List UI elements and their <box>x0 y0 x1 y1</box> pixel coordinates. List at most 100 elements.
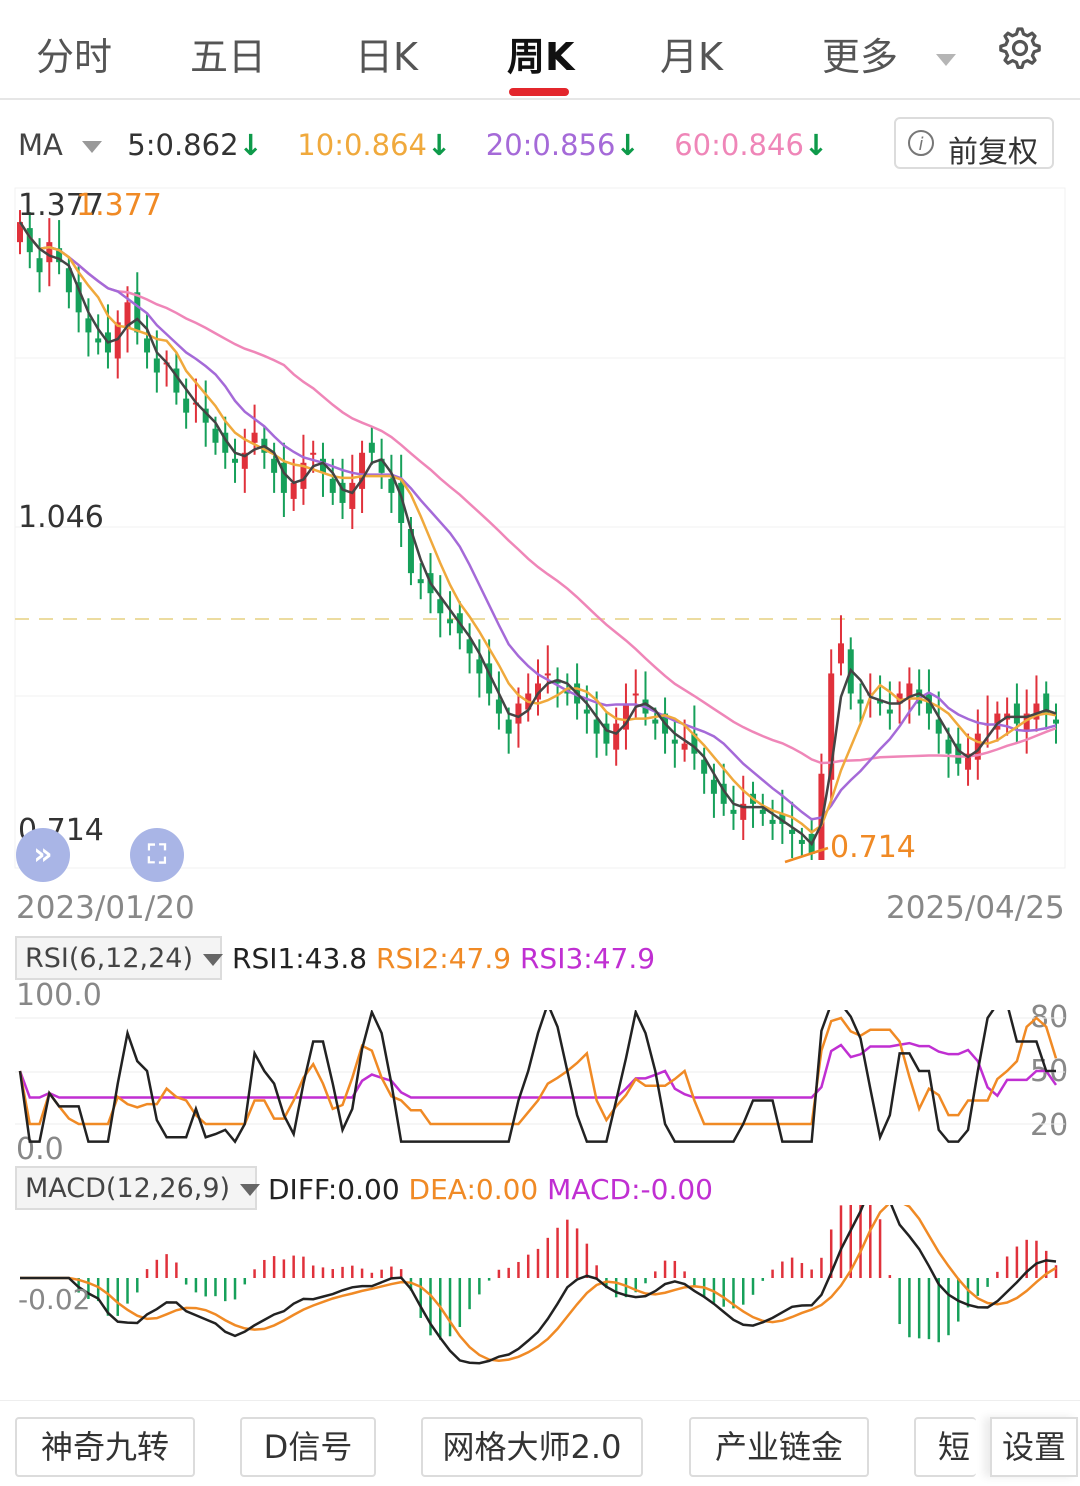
fullscreen-icon[interactable]: ⛶ <box>130 828 184 882</box>
candle-body <box>144 338 151 353</box>
tab-more[interactable]: 更多 <box>822 26 957 81</box>
candle-body <box>398 482 405 523</box>
candle-body <box>896 693 903 704</box>
candle-body <box>965 753 972 770</box>
candle-body <box>603 723 610 744</box>
rsi3-value: RSI3:47.9 <box>519 942 656 975</box>
rsi3-line <box>18 1041 1058 1099</box>
candle-body <box>916 689 923 704</box>
candle-body <box>1033 703 1040 720</box>
candle-body <box>906 683 913 700</box>
rsi-selector[interactable]: RSI(6,12,24) <box>15 936 223 980</box>
tool-short-button[interactable]: 短 <box>914 1417 976 1477</box>
info-icon: i <box>908 130 934 156</box>
candle-body <box>994 713 1001 730</box>
tab-intraday[interactable]: 分时 <box>36 35 113 79</box>
candle-body <box>1043 693 1050 714</box>
rsi-chart[interactable] <box>0 1010 1080 1160</box>
price-high-marker: 1.377 <box>76 188 162 223</box>
tool-settings-button[interactable]: 设置 <box>990 1417 1078 1477</box>
ma10-down-arrow-icon: ↓ <box>427 128 452 162</box>
macd-hist-value: MACD:-0.00 <box>547 1173 713 1206</box>
tab-daily-k[interactable]: 日K <box>355 35 418 79</box>
gear-icon[interactable] <box>994 24 1042 72</box>
candle-body <box>114 322 121 359</box>
tab-monthly-k[interactable]: 月K <box>660 35 723 79</box>
candle-body <box>271 458 278 473</box>
tab-weekly-k[interactable]: 周K <box>507 35 575 79</box>
tool-magic-nine-button[interactable]: 神奇九转 <box>15 1417 195 1477</box>
chevron-down-icon <box>936 53 957 66</box>
candle-body <box>437 599 444 614</box>
candle-body <box>466 639 473 654</box>
bottom-toolbar <box>0 1400 1080 1486</box>
candle-body <box>535 683 541 700</box>
price-adjust-button[interactable]: i 前复权 <box>894 117 1054 170</box>
macd-diff-line <box>20 1205 1057 1365</box>
candle-body <box>613 723 620 750</box>
tool-d-signal-button[interactable]: D信号 <box>240 1417 376 1477</box>
candle-body <box>183 398 190 413</box>
candle-body <box>955 743 962 764</box>
candle-body <box>730 809 737 814</box>
rsi2-line <box>18 1016 1058 1126</box>
candle-body <box>740 803 747 820</box>
candle-body <box>26 228 33 253</box>
macd-selector[interactable]: MACD(12,26,9) <box>15 1166 261 1210</box>
candle-body <box>85 318 92 333</box>
macd-dea-line <box>20 1205 1057 1363</box>
ma60-line <box>18 221 1057 765</box>
rsi1-value: RSI1:43.8 <box>232 942 368 975</box>
ma-label[interactable]: MA <box>18 128 63 162</box>
candle-body <box>798 839 805 844</box>
ma-dropdown-caret-icon[interactable] <box>82 141 103 153</box>
candle-body <box>368 442 375 453</box>
macd-histogram <box>77 1205 1058 1343</box>
chevron-down-icon <box>203 953 223 966</box>
macd-dea-value: DEA:0.00 <box>408 1173 539 1206</box>
candle-body <box>173 368 180 393</box>
candle-body <box>36 258 43 273</box>
rsi-20-label: 20 <box>1030 1108 1069 1143</box>
candle-body <box>632 693 639 696</box>
candle-body <box>359 452 366 489</box>
candle-body <box>280 462 287 493</box>
candle-body <box>202 408 209 423</box>
chevron-down-icon <box>240 1183 261 1196</box>
kline-chart[interactable] <box>0 180 1080 880</box>
macd-chart[interactable] <box>0 1205 1080 1400</box>
macd-values: DIFF:0.00 DEA:0.00 MACD:-0.00 <box>268 1173 713 1206</box>
candle-body <box>46 242 53 263</box>
candle-body <box>945 739 952 754</box>
candle-body <box>349 482 356 509</box>
tool-grid-master-button[interactable]: 网格大师2.0 <box>421 1417 643 1477</box>
candle-body <box>681 743 688 750</box>
candle-body <box>769 819 776 824</box>
ma5-line <box>18 221 1057 847</box>
rsi1-line <box>18 1010 1056 1144</box>
ma5-down-arrow-icon: ↓ <box>238 128 263 162</box>
candle-body <box>671 739 678 744</box>
price-high-label: 1.377 <box>18 188 104 223</box>
ma20-down-arrow-icon: ↓ <box>615 128 640 162</box>
candle-body <box>1053 719 1059 724</box>
kline-chart-frame <box>14 187 1066 869</box>
candle-body <box>339 482 346 503</box>
tool-industry-chain-button[interactable]: 产业链金 <box>689 1417 869 1477</box>
fast-forward-icon[interactable]: » <box>16 828 70 882</box>
candle-body <box>17 222 23 243</box>
candle-body <box>789 829 796 834</box>
candle-body <box>495 699 502 714</box>
candle-body <box>622 703 629 730</box>
candle-body <box>95 338 102 343</box>
candle-body <box>378 458 385 473</box>
candle-body <box>837 643 844 664</box>
tab-five-day[interactable]: 五日 <box>190 35 267 79</box>
rsi2-value: RSI2:47.9 <box>375 942 512 975</box>
price-low-marker: 0.714 <box>830 830 916 865</box>
macd-diff-value: DIFF:0.00 <box>268 1173 400 1206</box>
candle-body <box>583 709 590 714</box>
candle-body <box>779 813 786 824</box>
candle-body <box>476 659 483 674</box>
candle-body <box>691 733 698 754</box>
